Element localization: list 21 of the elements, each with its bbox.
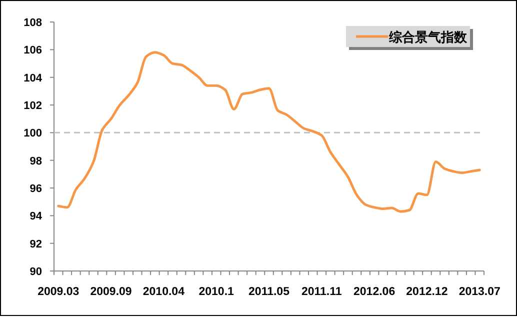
y-tick-label: 108 (24, 17, 42, 29)
y-tick-label: 94 (30, 210, 43, 223)
x-tick-label: 2009.03 (38, 286, 80, 298)
x-tick-label: 2012.06 (354, 286, 396, 298)
y-tick-label: 96 (30, 183, 42, 195)
line-series (57, 51, 481, 213)
y-tick-label: 90 (30, 266, 42, 278)
y-tick-label: 106 (24, 44, 42, 57)
x-tick-label: 2010.1 (198, 286, 235, 298)
y-tick-label: 92 (30, 238, 42, 250)
x-tick-label: 2010.04 (142, 286, 186, 298)
x-tick-label: 2012.12 (406, 286, 448, 298)
y-tick-label: 102 (24, 100, 42, 112)
legend-label: 综合景气指数 (388, 30, 468, 44)
y-tick-label: 100 (24, 128, 42, 140)
y-tick-label: 98 (30, 155, 42, 168)
x-tick-label: 2013.07 (458, 286, 500, 298)
x-tick-label: 2009.09 (90, 286, 132, 298)
y-tick-label: 104 (24, 72, 43, 84)
x-tick-label: 2011.05 (248, 286, 290, 298)
x-tick-label: 2011.11 (301, 286, 342, 298)
